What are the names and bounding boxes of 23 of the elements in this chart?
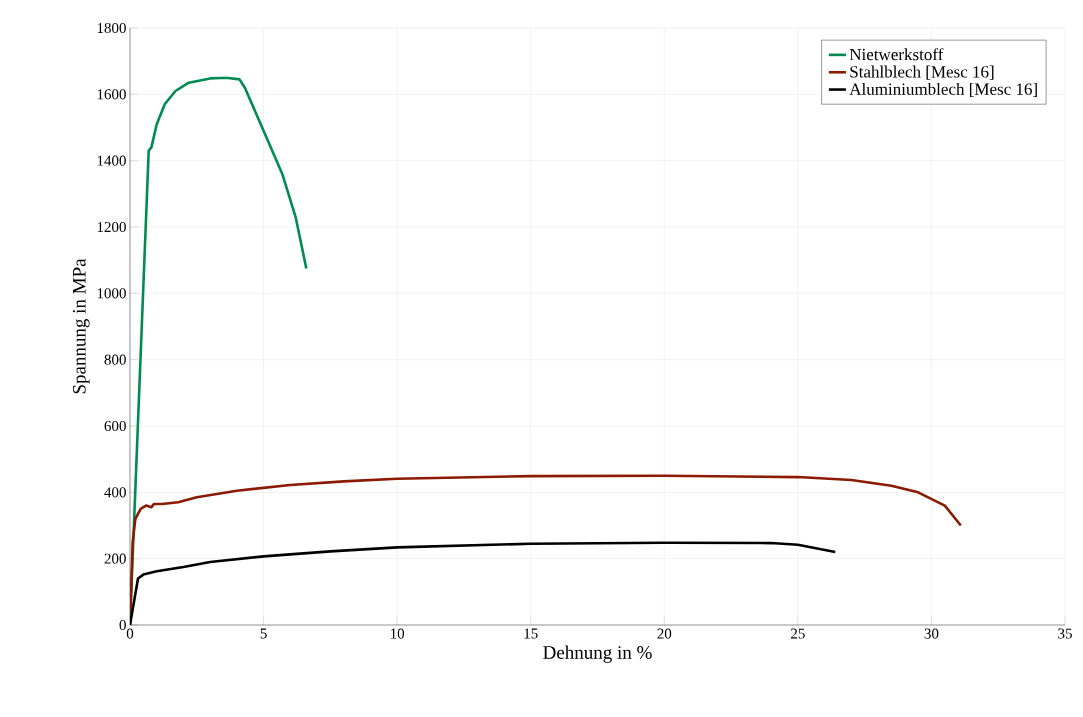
- y-tick-label: 1000: [97, 288, 126, 299]
- legend-label: Nietwerkstoff: [849, 48, 944, 61]
- y-axis-title: Spannung in MPa: [72, 258, 90, 394]
- y-tick-label: 400: [104, 487, 126, 498]
- y-tick-label: 600: [104, 420, 126, 432]
- y-tick-label: 1800: [97, 22, 126, 34]
- x-tick-label: 0: [126, 628, 134, 639]
- y-tick-label: 800: [104, 354, 126, 365]
- y-tick-label: 1200: [97, 221, 126, 233]
- x-tick-label: 35: [1058, 628, 1072, 639]
- legend-label: Stahlblech [Mesc 16]: [850, 65, 994, 80]
- x-tick-label: 15: [524, 628, 538, 639]
- x-tick-label: 25: [791, 628, 805, 639]
- x-tick-label: 10: [390, 628, 405, 639]
- y-tick-label: 0: [119, 619, 126, 631]
- x-tick-label: 5: [260, 628, 267, 639]
- x-tick-label: 30: [924, 628, 939, 639]
- y-tick-label: 1400: [97, 155, 126, 166]
- y-tick-label: 1600: [97, 89, 126, 100]
- legend-label: Aluminiumblech [Mesc 16]: [849, 82, 1037, 97]
- y-tick-label: 200: [104, 553, 126, 564]
- x-tick-label: 20: [657, 628, 672, 639]
- x-axis-title: Dehnung in %: [543, 645, 652, 663]
